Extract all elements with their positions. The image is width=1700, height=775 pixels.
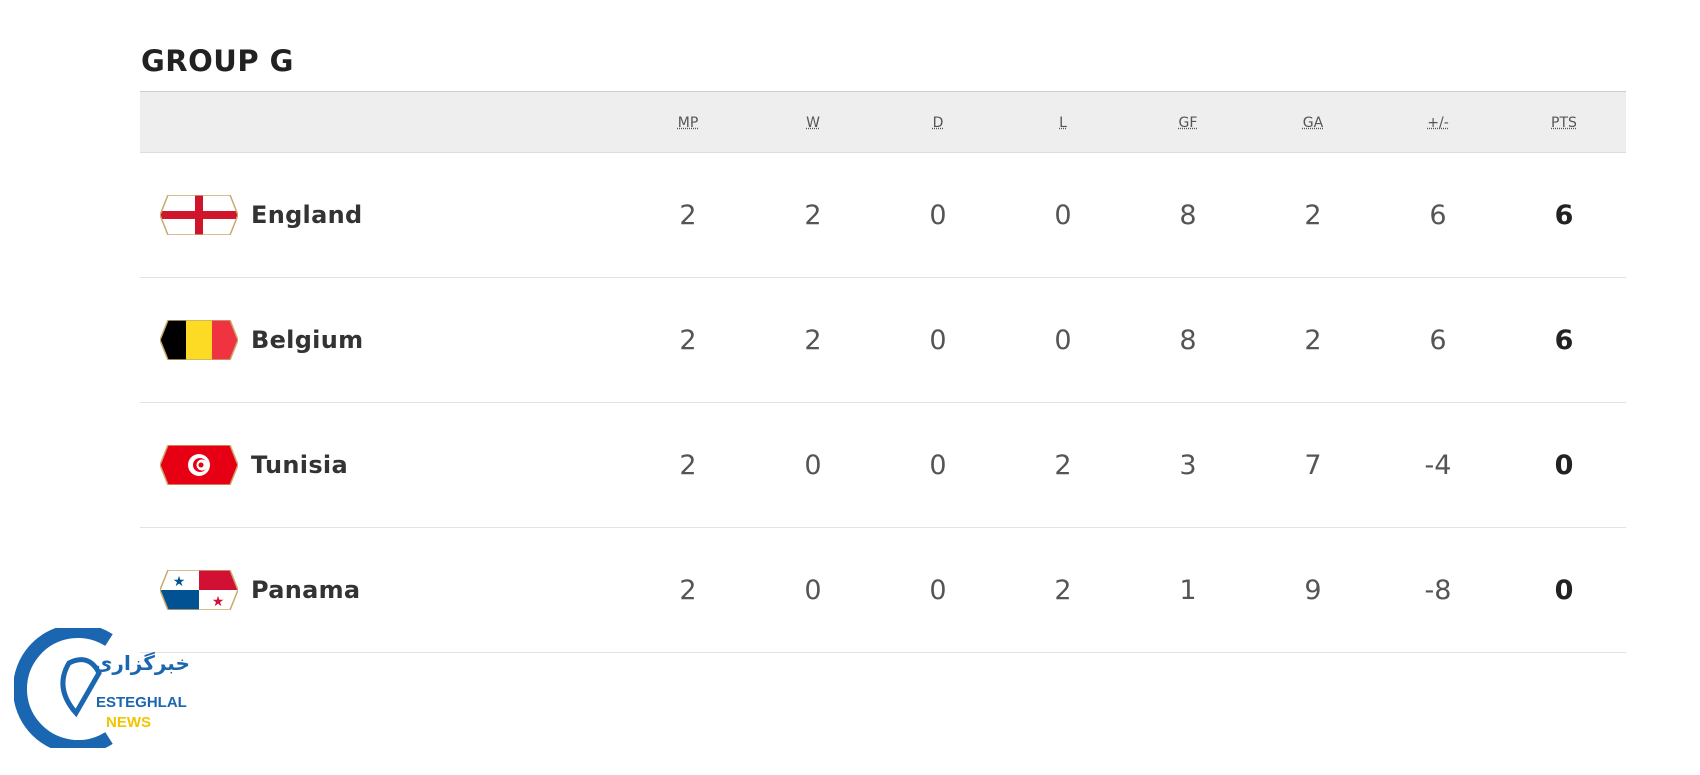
table-header: MP W D L GF GA +/- PTS: [140, 91, 1626, 153]
stat-d: 0: [929, 325, 947, 356]
stat-w: 0: [804, 450, 822, 481]
england-flag-icon: [160, 195, 238, 235]
svg-text:★: ★: [212, 594, 225, 610]
stat-w: 0: [804, 575, 822, 606]
stat-ga: 2: [1304, 200, 1322, 231]
stat-d: 0: [929, 200, 947, 231]
team-name[interactable]: Panama: [251, 576, 361, 604]
stat-l: 2: [1054, 575, 1072, 606]
team-name[interactable]: England: [251, 201, 363, 229]
watermark-line2: NEWS: [106, 714, 151, 731]
stat-pts: 0: [1554, 450, 1574, 481]
group-title: GROUP G: [141, 44, 294, 78]
stat-mp: 2: [679, 200, 697, 231]
stat-gf: 1: [1179, 575, 1197, 606]
table-row[interactable]: Tunisia 2 0 0 2 3 7 -4 0: [140, 403, 1626, 528]
stat-ga: 2: [1304, 325, 1322, 356]
stat-pts: 0: [1554, 575, 1574, 606]
watermark-line1: ESTEGHLAL: [96, 694, 187, 711]
column-header-d[interactable]: D: [932, 115, 944, 131]
stat-d: 0: [929, 575, 947, 606]
standings-table: MP W D L GF GA +/- PTS England 2 2 0 0 8 2 6 6 Belgium 2…: [140, 91, 1626, 653]
stat-pts: 6: [1554, 200, 1574, 231]
column-header-ga[interactable]: GA: [1302, 115, 1324, 131]
watermark-arabic: خبرگزاری: [94, 651, 190, 675]
table-row[interactable]: Belgium 2 2 0 0 8 2 6 6: [140, 278, 1626, 403]
stat-pts: 6: [1554, 325, 1574, 356]
stat-mp: 2: [679, 325, 697, 356]
stat-l: 2: [1054, 450, 1072, 481]
stat-mp: 2: [679, 450, 697, 481]
stat-mp: 2: [679, 575, 697, 606]
team-name[interactable]: Belgium: [251, 326, 364, 354]
column-header-mp[interactable]: MP: [677, 115, 699, 131]
stat-diff: 6: [1429, 325, 1447, 356]
stat-w: 2: [804, 200, 822, 231]
svg-text:★: ★: [173, 574, 186, 590]
table-row[interactable]: ★ ★ Panama 2 0 0 2 1 9 -8 0: [140, 528, 1626, 653]
stat-d: 0: [929, 450, 947, 481]
column-header-w[interactable]: W: [806, 115, 820, 131]
stat-gf: 3: [1179, 450, 1197, 481]
column-header-pts[interactable]: PTS: [1551, 115, 1577, 131]
column-header-[interactable]: +/-: [1427, 115, 1449, 131]
stat-diff: -8: [1424, 575, 1452, 606]
belgium-flag-icon: [160, 320, 238, 360]
stat-w: 2: [804, 325, 822, 356]
column-header-gf[interactable]: GF: [1178, 115, 1198, 131]
stat-diff: 6: [1429, 200, 1447, 231]
stat-diff: -4: [1424, 450, 1452, 481]
stat-ga: 9: [1304, 575, 1322, 606]
stat-ga: 7: [1304, 450, 1322, 481]
esteghlal-news-watermark-logo: خبرگزاری ESTEGHLAL NEWS: [14, 628, 190, 748]
stat-gf: 8: [1179, 200, 1197, 231]
column-header-l[interactable]: L: [1059, 115, 1067, 131]
stat-gf: 8: [1179, 325, 1197, 356]
team-name[interactable]: Tunisia: [251, 451, 348, 479]
table-row[interactable]: England 2 2 0 0 8 2 6 6: [140, 153, 1626, 278]
stat-l: 0: [1054, 325, 1072, 356]
stat-l: 0: [1054, 200, 1072, 231]
tunisia-flag-icon: [160, 445, 238, 485]
panama-flag-icon: ★★: [160, 570, 238, 610]
